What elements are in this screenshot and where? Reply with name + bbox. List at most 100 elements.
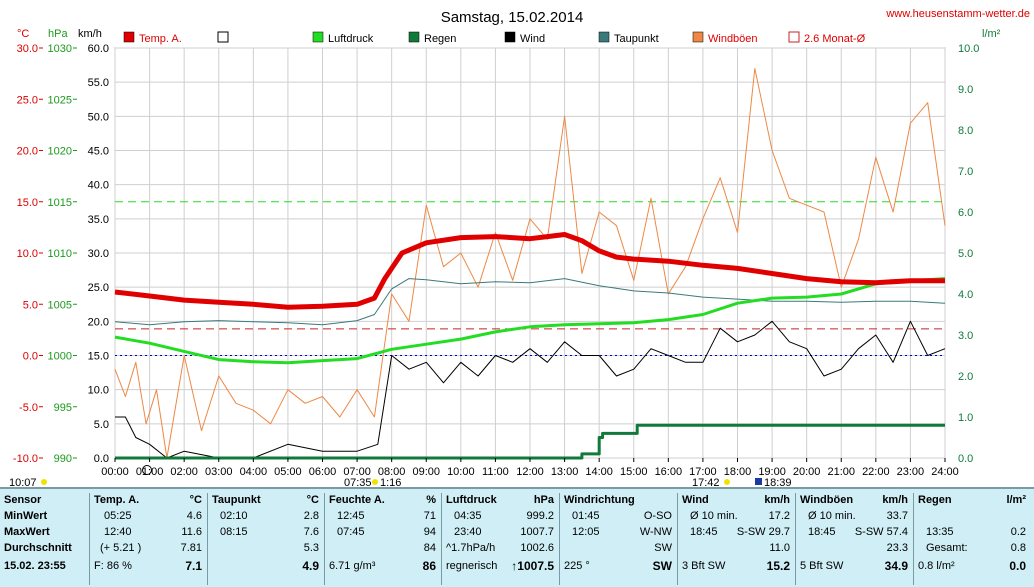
kmh-tick-label: 35.0 [88,214,109,226]
summary-panel: Sensor MinWert MaxWert Durchschnitt 15.0… [0,487,1034,587]
x-tick-label: 20:00 [793,466,821,478]
temp-current-value: 7.1 [185,559,202,573]
humidity-current-value: 86 [422,559,436,573]
humidity-unit: % [426,494,436,506]
legend-swatch [788,31,800,43]
wind-direction-column: Windrichtung 01:45 O-SO 12:05 W-NW SW 225 … [559,493,676,585]
pressure-trend: ^1.7hPa/h [446,542,496,554]
wind-header: Wind [682,494,709,506]
x-tick-label: 10:00 [447,466,475,478]
hpa-tick-label: 1020 [48,146,72,158]
legend-label: Temp. A. [139,33,182,45]
wind-avg-label: Ø 10 min. [690,510,738,522]
legend-label: 2.6 Monat-Ø [804,33,866,45]
gust-avg-label: Ø 10 min. [808,510,856,522]
legend-swatch [408,31,420,43]
humidity-avg-value: 84 [423,542,436,554]
wind-current-value: 15.2 [766,559,790,573]
rain-series-line [115,423,945,460]
pressure-min-value: 999.2 [526,510,554,522]
x-tick-label: 24:00 [931,466,959,478]
dew-avg-value: 5.3 [303,542,319,554]
gust-day-avg-value: 23.3 [886,542,908,554]
pressure-unit: hPa [533,494,554,506]
wind-direction-max-time: 12:05 [572,526,600,538]
gust-max-time: 18:45 [808,526,836,538]
legend: Temp. A. Luftdruck Regen Wind Taupunkt Windbö… [123,31,866,45]
kmh-tick-label: 25.0 [88,282,109,294]
x-tick-label: 05:00 [274,466,302,478]
wind-direction-current: SW [652,559,672,573]
x-tick-label: 21:00 [827,466,855,478]
x-tick-label: 12:00 [516,466,544,478]
kmh-unit-label: km/h [78,28,102,40]
x-tick-label: 19:00 [758,466,786,478]
gust-column: Windböen km/h Ø 10 min. 33.7 18:45 S-SW 57.… [795,493,912,585]
wind-beaufort: 3 Bft SW [682,560,726,572]
rain-tick-label: 0.0 [958,453,973,465]
kmh-tick-label: 0.0 [94,453,109,465]
wind-direction-avg-value: SW [654,542,672,554]
legend-label: Regen [424,33,456,45]
x-tick-label: 00:00 [101,466,129,478]
x-tick-label: 11:00 [482,466,509,478]
hpa-tick-label: 1015 [48,197,72,209]
rain-column: Regen l/m² 13:35 0.2 Gesamt: 0.8 0.8 l/m² 0.… [913,493,1030,585]
rain-current-value: 0.0 [1009,559,1026,573]
legend-swatch [598,31,610,43]
sun-icon-left [41,479,47,485]
x-tick-label: 01:00 [136,466,164,478]
kmh-tick-label: 20.0 [88,316,109,328]
x-tick-label: 14:00 [585,466,613,478]
temp-tick-label: 30.0 [17,43,38,55]
rain-tick-label: 6.0 [958,207,973,219]
rain-tick-label: 7.0 [958,166,973,178]
hpa-tick-label: 1025 [48,94,72,106]
wind-max-value: S-SW 29.7 [736,526,790,538]
temp-unit: °C [189,494,202,506]
pressure-series-line [114,277,946,365]
humidity-max-value: 94 [423,526,436,538]
temp-tick-label: 25.0 [17,94,38,106]
kmh-tick-label: 45.0 [88,146,109,158]
temp-avg-value: 7.81 [180,542,202,554]
rain-total-value: 0.8 [1010,542,1026,554]
rain-header: Regen [918,494,952,506]
hpa-tick-label: 1000 [48,351,72,363]
rain-unit: l/m² [1006,494,1026,506]
temp-tick-label: 5.0 [23,299,38,311]
kmh-tick-label: 50.0 [88,111,109,123]
gust-unit: km/h [882,494,908,506]
rain-tick-label: 3.0 [958,330,973,342]
temp-tick-label: 15.0 [17,197,38,209]
sunrise-icon [372,479,378,485]
x-tick-label: 16:00 [655,466,683,478]
grid-lines [114,47,946,459]
temp-tick-label: 10.0 [17,248,38,260]
temp-tick-label: -5.0 [19,402,38,414]
x-tick-label: 23:00 [897,466,925,478]
legend-label: Windböen [708,33,758,45]
x-tick-label: 13:00 [551,466,579,478]
marker-row: 10:07 07:35 1:16 17:42 18:39 [9,465,792,487]
wind-direction-min-value: O-SO [643,510,672,522]
kmh-tick-label: 30.0 [88,248,109,260]
x-tick-label: 04:00 [240,466,268,478]
wind-direction-degrees: 225 ° [564,560,590,572]
rain-tick-label: 1.0 [958,412,973,424]
temp-max-time: 12:40 [104,526,132,538]
legend-label: Wind [520,33,545,45]
website-label: www.heusenstamm-wetter.de [885,8,1030,20]
humidity-max-time: 07:45 [337,526,365,538]
legend-swatch [692,31,704,43]
left-time-label: 10:07 [9,477,37,487]
legend-label: Taupunkt [614,33,659,45]
sunrise-time-label: 07:35 [344,477,372,487]
wind-series-line [115,320,946,459]
dew-header: Taupunkt [212,494,261,506]
rain-tick-label: 4.0 [958,289,973,301]
humidity-min-time: 12:45 [337,510,365,522]
x-tick-label: 03:00 [205,466,233,478]
sensor-row-avg: Durchschnitt [4,542,72,554]
dew-current-value: 4.9 [302,559,319,573]
